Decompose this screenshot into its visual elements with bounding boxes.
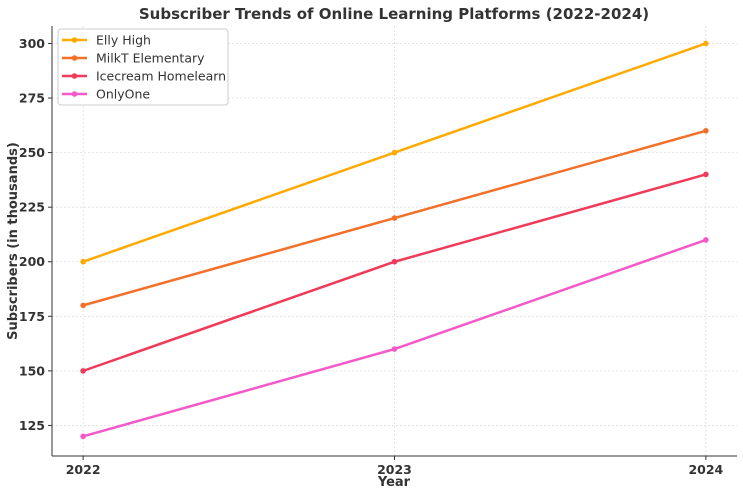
legend: Elly High MilkT Elementary Icecream Homele… [57,28,229,106]
data-point [391,149,398,156]
y-tick-label: 250 [19,145,45,160]
legend-item: Icecream Homelearn [62,69,226,84]
legend-label: Elly High [96,33,151,48]
data-point [80,368,86,374]
series-icecream-homelearn [80,171,709,374]
series-elly-high [80,40,709,265]
data-point [703,127,709,134]
data-point [391,258,398,265]
legend-item: MilkT Elementary [62,51,205,66]
legend-marker [71,91,78,97]
legend-item: OnlyOne [62,87,150,102]
y-tick-label: 225 [19,200,45,215]
y-tick-label: 200 [19,254,45,269]
y-tick-label: 300 [19,36,45,51]
series-milkt-elementary [80,127,709,309]
data-point [703,40,709,47]
data-point [391,215,398,221]
data-point [80,302,86,309]
y-tick-label: 175 [19,309,45,324]
legend-label: OnlyOne [96,87,150,102]
legend-label: Icecream Homelearn [96,69,226,84]
data-point [80,433,86,440]
axes: 125 150 175 200 225 250 275 300 2022 2023 2024 [19,26,737,477]
data-point [80,258,86,265]
data-point [703,237,709,243]
legend-marker [71,73,78,79]
legend-label: MilkT Elementary [96,51,205,66]
x-tick-label: 2023 [377,462,412,477]
legend-marker [71,55,78,61]
y-tick-label: 150 [19,363,45,378]
legend-item: Elly High [62,33,151,48]
legend-frame [57,28,229,106]
x-tick-label: 2024 [688,462,723,477]
y-tick-label: 125 [19,418,45,433]
x-tick-label: 2022 [66,462,101,477]
series-group [80,40,709,440]
data-point [703,171,709,178]
series-onlyone [80,237,709,440]
legend-marker [71,37,78,43]
chart-title: Subscriber Trends of Online Learning Pla… [139,5,649,23]
y-axis-label: Subscribers (in thousands) [6,142,21,340]
y-tick-label: 275 [19,91,45,106]
x-axis-label: Year [377,475,411,490]
data-point [391,346,398,352]
